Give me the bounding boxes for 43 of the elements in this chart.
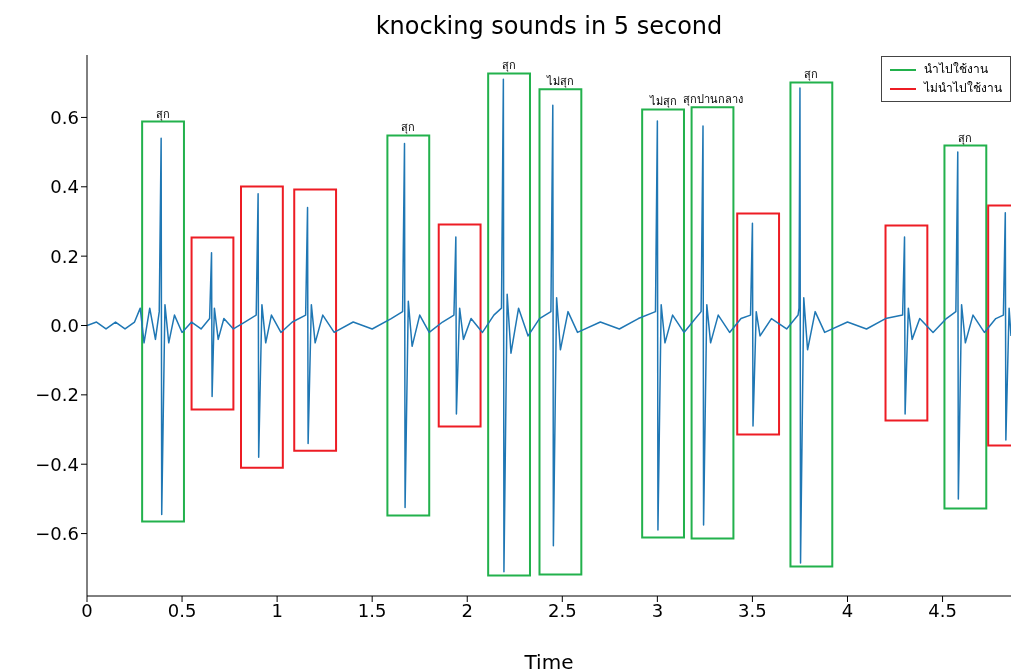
x-tick-label: 4.5 [928,599,957,621]
x-tick-label: 2.5 [547,599,577,621]
y-tick-label: −0.4 [35,453,79,475]
x-tick-label: 3 [651,599,664,621]
annotation: สุก [502,59,517,73]
x-axis-title: Time [523,650,574,669]
x-tick-label: 4 [841,599,854,621]
annotation: ไม่สุก [648,95,677,109]
bar [641,108,685,539]
y-tick-label: 0.6 [50,106,79,128]
annotation: สุก [401,121,416,135]
bar [190,236,235,411]
y-tick-label: 0.2 [50,245,79,267]
annotation: ไม่สุก [545,75,574,89]
bar [690,106,735,540]
bar [437,223,482,428]
annotation: สุกปานกลาง [682,93,743,107]
chart-title: knocking sounds in 5 second [374,12,724,40]
y-tick-label: −0.2 [35,384,79,406]
annotation: สุก [958,131,973,145]
legend-label: ไม่นำไปใช้งาน [924,80,1002,97]
annotation: สุก [156,107,171,121]
bar [240,185,284,469]
bar [943,144,988,510]
x-tick-label: 1 [271,599,283,621]
x-tick-label: 3.5 [738,599,767,621]
y-tick-label: 0.4 [50,176,79,198]
bar [789,81,834,568]
x-tick-label: 0.5 [167,599,197,621]
bar [386,134,431,517]
x-tick-label: 0 [81,599,93,621]
y-tick-label: 0.0 [50,314,79,336]
bar [538,88,583,576]
x-tick-label: 2 [461,599,473,621]
bar [487,72,531,577]
bar [141,120,185,523]
annotation: สุก [804,68,819,82]
bar [736,212,781,436]
bar [884,224,929,422]
y-tick-label: −0.6 [35,522,79,544]
bar [293,188,338,452]
legend-label: นำไปใช้งาน [924,61,988,78]
x-tick-label: 1.5 [357,599,387,621]
